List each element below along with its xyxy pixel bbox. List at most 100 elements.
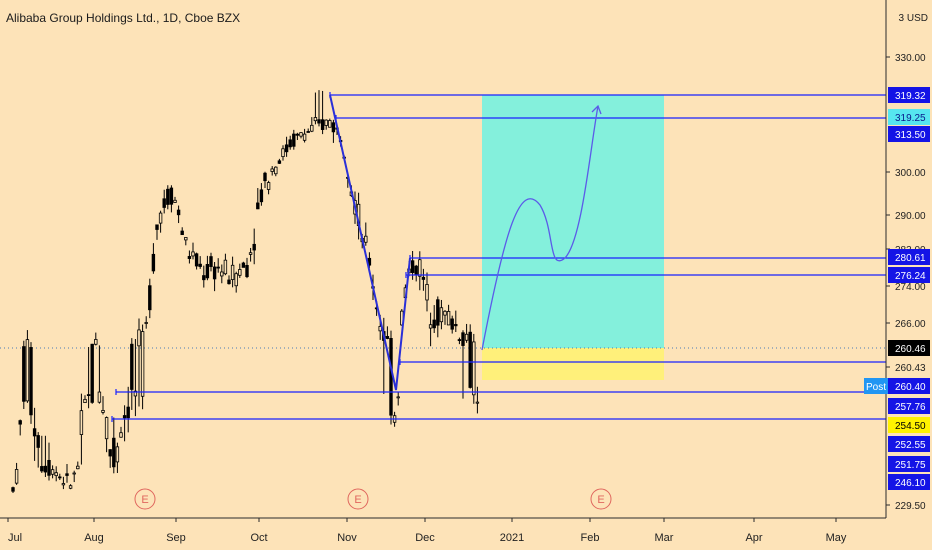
candle-body — [40, 466, 44, 472]
y-tick-label: 290.00 — [895, 211, 926, 222]
price-label-text: 313.50 — [895, 130, 926, 141]
candle-body — [122, 415, 127, 419]
price-label-box — [888, 436, 930, 452]
candle-body — [454, 324, 458, 327]
x-tick-label: Dec — [415, 532, 435, 544]
candle-body — [277, 160, 282, 164]
candle-body — [241, 262, 246, 268]
candle-body — [414, 265, 418, 275]
candle-body — [230, 264, 235, 280]
price-label-box — [888, 126, 930, 142]
candle-body — [176, 209, 181, 216]
x-tick-label: Feb — [581, 532, 600, 544]
price-label-text: 319.32 — [895, 91, 926, 102]
post-label-text: Post — [866, 382, 886, 393]
candle-body — [68, 485, 73, 489]
price-label-text: 246.10 — [895, 478, 926, 489]
candle-body — [245, 265, 249, 278]
candle-body — [364, 235, 368, 243]
candle-body — [428, 324, 433, 329]
candle-body — [461, 332, 465, 346]
candle-body — [450, 318, 454, 330]
candle-body — [61, 483, 66, 486]
candle-body — [475, 401, 480, 404]
candle-body — [306, 131, 310, 133]
candle-body — [256, 202, 260, 210]
y-tick-label: 229.50 — [895, 501, 926, 512]
x-tick-label: Apr — [745, 532, 762, 544]
price-label-box — [888, 378, 930, 394]
candle-body — [137, 329, 141, 347]
candle-body — [209, 256, 213, 267]
candle-body — [25, 339, 30, 402]
price-label-text: 260.46 — [895, 344, 926, 355]
candle-body — [234, 273, 238, 287]
candle-body — [410, 260, 415, 273]
candle-body — [263, 172, 267, 182]
candle-body — [194, 253, 199, 267]
candle-body — [32, 428, 37, 437]
y-tick-label: 274.00 — [895, 282, 926, 293]
candle-body — [439, 307, 444, 323]
candle-body — [443, 310, 447, 316]
candle-body — [50, 469, 55, 475]
price-label-box — [888, 340, 930, 356]
profit-zone — [482, 95, 664, 348]
candle-body — [324, 119, 328, 126]
candle-body — [385, 336, 390, 339]
x-tick-label: Jul — [8, 532, 22, 544]
earnings-marker — [134, 488, 156, 510]
candle-body — [331, 122, 336, 133]
chart-title: Alibaba Group Holdings Ltd., 1D, Cboe BZ… — [6, 11, 241, 25]
candle-body — [187, 256, 192, 259]
candle-body — [202, 275, 206, 281]
candle-body — [198, 263, 202, 267]
candle-body — [130, 343, 134, 390]
candle-body — [86, 394, 91, 396]
price-label-text: 257.76 — [895, 402, 926, 413]
candle-body — [421, 276, 426, 280]
candle-body — [108, 449, 112, 457]
price-label-text: 276.24 — [895, 271, 926, 282]
candle-body — [288, 139, 292, 148]
candle-body — [140, 331, 145, 397]
x-tick-label: Oct — [250, 532, 267, 544]
candle-body — [457, 339, 462, 341]
candle-body — [76, 465, 80, 470]
candle-body — [446, 311, 451, 326]
candle-body — [216, 266, 220, 269]
candle-body — [223, 259, 228, 275]
candle-body — [302, 133, 307, 141]
candle-body — [115, 446, 120, 463]
earnings-marker — [347, 488, 369, 510]
candle-body — [151, 253, 156, 272]
candle-body — [396, 396, 400, 399]
candle-body — [94, 339, 98, 345]
earnings-marker-label: E — [141, 494, 148, 506]
candle-body — [119, 432, 123, 438]
price-label-text: 252.55 — [895, 440, 926, 451]
candle-body — [180, 230, 184, 236]
candle-body — [101, 409, 105, 413]
candle-body — [72, 472, 76, 475]
candle-body — [472, 341, 476, 396]
x-tick-label: Aug — [84, 532, 104, 544]
y-tick-label: 330.00 — [895, 53, 926, 64]
candle-body — [162, 198, 166, 208]
candle-body — [292, 133, 296, 147]
candle-body — [205, 264, 210, 279]
price-label-box — [888, 417, 930, 433]
price-label-box — [888, 398, 930, 414]
post-label-box — [864, 378, 888, 394]
x-tick-label: Sep — [166, 532, 186, 544]
candle-body — [148, 285, 152, 311]
candle-body — [212, 266, 217, 280]
candle-body — [328, 120, 332, 128]
price-label-text: 251.75 — [895, 460, 926, 471]
candle-body — [266, 182, 271, 190]
price-label-text: 319.25 — [895, 113, 926, 124]
y-tick-label: 260.43 — [895, 363, 926, 374]
candle-body — [284, 144, 289, 153]
